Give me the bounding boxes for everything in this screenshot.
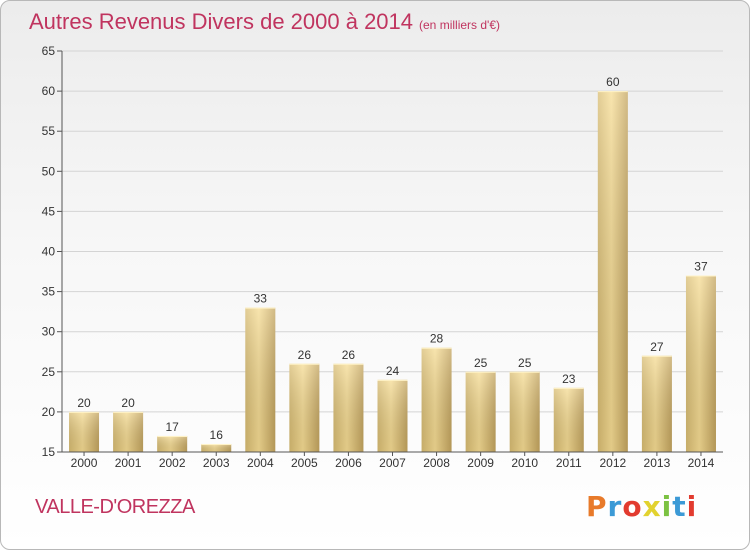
data-label: 20 <box>121 396 135 410</box>
x-tick-label: 2012 <box>599 456 626 470</box>
y-tick-label: 60 <box>42 84 56 98</box>
data-label: 26 <box>342 348 356 362</box>
commune-name: VALLE-D'OREZZA <box>35 496 195 518</box>
bar-shade <box>113 411 144 452</box>
data-label: 16 <box>210 428 224 442</box>
logo-letter: P <box>586 490 608 523</box>
data-label: 25 <box>518 356 532 370</box>
x-tick-label: 2004 <box>247 456 274 470</box>
proxiti-logo: Proxiti <box>586 490 697 523</box>
logo-letter: i <box>661 490 673 523</box>
x-tick-label: 2006 <box>335 456 362 470</box>
bar-shade <box>685 275 716 452</box>
chart-unit: (en milliers d'€) <box>419 18 500 32</box>
logo-letter: x <box>642 490 662 523</box>
x-tick-label: 2003 <box>203 456 230 470</box>
logo-letter: r <box>607 490 623 523</box>
data-label: 25 <box>474 356 488 370</box>
y-tick-label: 20 <box>42 405 56 419</box>
data-label: 24 <box>386 364 400 378</box>
bar-shade <box>245 307 276 452</box>
bar-shade <box>509 371 540 452</box>
x-tick-label: 2008 <box>423 456 450 470</box>
x-tick-label: 2013 <box>644 456 671 470</box>
logo-letter: t <box>672 490 687 523</box>
y-tick-label: 15 <box>42 445 56 459</box>
y-tick-label: 65 <box>42 44 56 58</box>
x-tick-label: 2007 <box>379 456 406 470</box>
bar-shade <box>201 443 232 452</box>
data-label: 60 <box>606 75 620 89</box>
data-label: 27 <box>650 340 664 354</box>
chart-title: Autres Revenus Divers de 2000 à 2014 (en … <box>29 9 500 35</box>
bar-shade <box>597 91 628 452</box>
data-label: 26 <box>298 348 312 362</box>
x-tick-label: 2011 <box>556 456 582 470</box>
y-tick-label: 25 <box>42 365 56 379</box>
y-tick-label: 45 <box>42 204 56 218</box>
data-label: 28 <box>430 332 444 346</box>
x-tick-label: 2000 <box>71 456 98 470</box>
x-tick-label: 2002 <box>159 456 186 470</box>
x-tick-label: 2005 <box>291 456 318 470</box>
bar-shade <box>641 355 672 452</box>
bar-shade <box>377 379 408 452</box>
bar-shade <box>553 387 584 452</box>
logo-letter: o <box>622 490 643 523</box>
x-tick-label: 2001 <box>115 456 142 470</box>
data-label: 33 <box>254 292 268 306</box>
y-tick-label: 40 <box>42 245 56 259</box>
bar-shade <box>69 411 100 452</box>
x-tick-label: 2014 <box>688 456 715 470</box>
y-tick-label: 50 <box>42 164 56 178</box>
logo-letter: i <box>686 490 698 523</box>
y-tick-label: 55 <box>42 124 56 138</box>
bar-shade <box>333 363 364 452</box>
bar-shade <box>289 363 320 452</box>
data-label: 20 <box>77 396 91 410</box>
x-tick-label: 2010 <box>511 456 538 470</box>
x-tick-label: 2009 <box>467 456 494 470</box>
y-tick-label: 30 <box>42 325 56 339</box>
bar-shade <box>421 347 452 452</box>
bar-shade <box>157 435 188 452</box>
data-label: 17 <box>165 420 179 434</box>
chart-title-text: Autres Revenus Divers de 2000 à 2014 <box>29 9 414 34</box>
y-tick-label: 35 <box>42 285 56 299</box>
data-label: 37 <box>694 260 708 274</box>
bar-shade <box>465 371 496 452</box>
data-label: 23 <box>562 372 576 386</box>
